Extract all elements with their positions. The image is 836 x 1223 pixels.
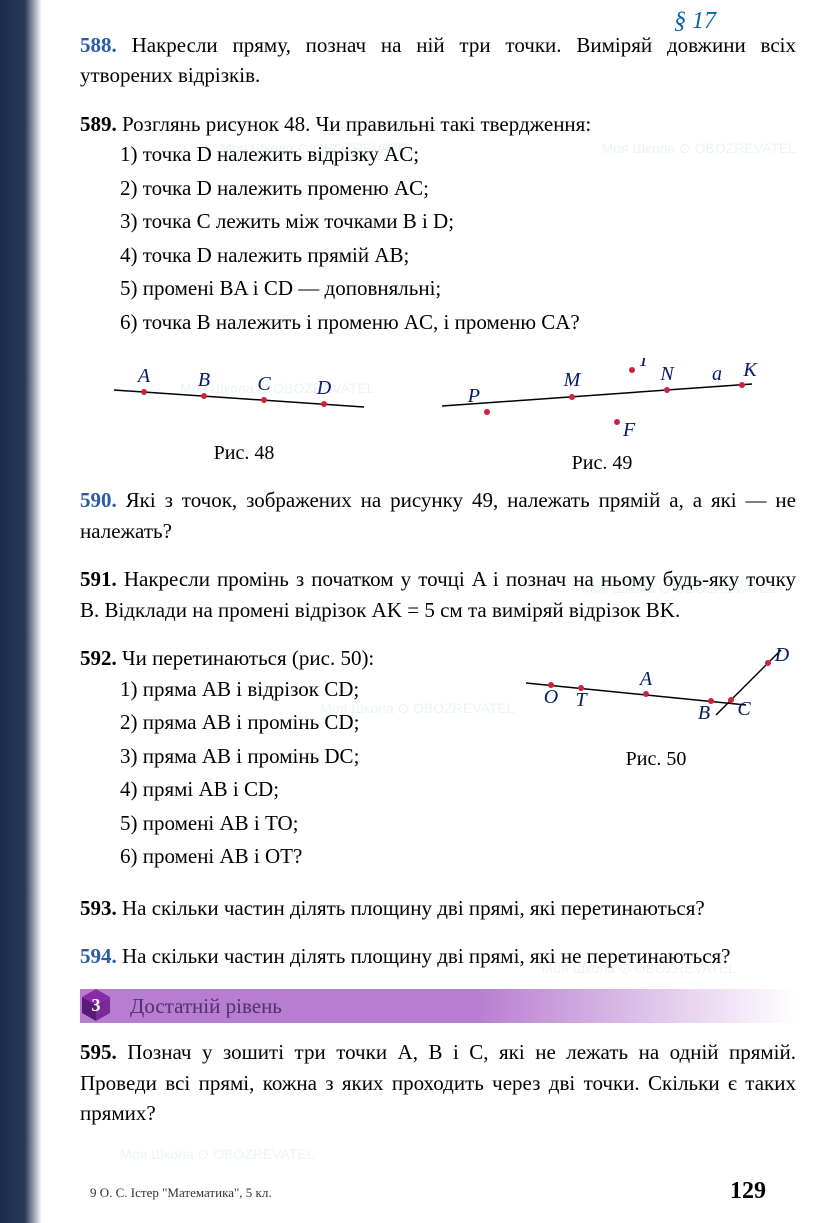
- problem-number: 589.: [80, 112, 117, 136]
- level-number: 3: [92, 995, 101, 1015]
- list-item: 1) точка D належить відрізку AC;: [120, 139, 796, 171]
- problem-number: 592.: [80, 646, 117, 670]
- problem-lead: Чи перетинаються (рис. 50):: [122, 646, 374, 670]
- svg-text:C: C: [737, 698, 751, 720]
- problem-592: O T A B C D Рис. 50 592. Чи перетинаютьс…: [80, 643, 796, 874]
- problem-text: Познач у зошиті три точки A, B і C, які …: [80, 1040, 796, 1125]
- page-content: § 17 588. Накресли пряму, познач на ній …: [0, 0, 836, 1167]
- figure-49-svg: a M N K P T F: [432, 358, 772, 438]
- figure-48-caption: Рис. 48: [104, 442, 384, 465]
- problem-number: 595.: [80, 1040, 117, 1064]
- figure-50: O T A B C D Рис. 50: [516, 643, 796, 773]
- problem-590: 590. Які з точок, зображених на рисунку …: [80, 485, 796, 546]
- svg-text:T: T: [638, 358, 651, 371]
- list-item: 5) промені AB і TO;: [120, 808, 796, 840]
- svg-text:F: F: [622, 419, 636, 438]
- problem-594: 594. На скільки частин ділять площину дв…: [80, 941, 796, 971]
- problem-text: Накресли промінь з початком у точці A і …: [80, 567, 796, 621]
- list-item: 2) точка D належить променю AC;: [120, 173, 796, 205]
- problem-lead: Розглянь рисунок 48. Чи правильні такі т…: [122, 112, 591, 136]
- svg-text:D: D: [774, 644, 790, 666]
- figure-50-svg: O T A B C D: [516, 643, 796, 728]
- problem-595: 595. Познач у зошиті три точки A, B і C,…: [80, 1037, 796, 1128]
- svg-text:C: C: [257, 373, 271, 395]
- list-item: 5) промені BA і CD — доповняльні;: [120, 273, 796, 305]
- level-bar: 3 Достатній рівень: [80, 989, 796, 1023]
- problem-number: 588.: [80, 33, 117, 57]
- section-marker: § 17: [674, 8, 716, 35]
- problem-589: 589. Розглянь рисунок 48. Чи правильні т…: [80, 109, 796, 338]
- page-number: 129: [730, 1178, 766, 1205]
- figures-row-48-49: A B C D Рис. 48 a M N K P T F: [80, 358, 796, 475]
- problem-593: 593. На скільки частин ділять площину дв…: [80, 893, 796, 923]
- svg-text:M: M: [563, 369, 582, 391]
- problem-text: Які з точок, зображених на рисунку 49, н…: [80, 488, 796, 542]
- problem-text: На скільки частин ділять площину дві пря…: [122, 896, 705, 920]
- list-item: 3) точка C лежить між точками B і D;: [120, 206, 796, 238]
- list-item: 4) прямі AB і CD;: [120, 774, 796, 806]
- problem-number: 594.: [80, 944, 117, 968]
- svg-text:N: N: [659, 363, 675, 385]
- problem-589-list: 1) точка D належить відрізку AC; 2) точк…: [120, 139, 796, 338]
- svg-text:T: T: [575, 689, 588, 711]
- figure-49-caption: Рис. 49: [432, 452, 772, 475]
- figure-50-caption: Рис. 50: [516, 745, 796, 774]
- problem-588: 588. Накресли пряму, познач на ній три т…: [80, 30, 796, 91]
- list-item: 6) промені AB і OT?: [120, 841, 796, 873]
- list-item: 4) точка D належить прямій AB;: [120, 240, 796, 272]
- problem-number: 593.: [80, 896, 117, 920]
- problem-591: 591. Накресли промінь з початком у точці…: [80, 564, 796, 625]
- footnote: 9 О. С. Істер "Математика", 5 кл.: [90, 1185, 272, 1201]
- svg-text:A: A: [136, 365, 151, 387]
- problem-number: 591.: [80, 567, 117, 591]
- problem-text: На скільки частин ділять площину дві пря…: [122, 944, 731, 968]
- svg-text:K: K: [742, 359, 758, 381]
- svg-text:A: A: [638, 668, 653, 690]
- svg-text:B: B: [698, 702, 710, 724]
- list-item: 6) точка B належить і променю AC, і пром…: [120, 307, 796, 339]
- figure-48: A B C D Рис. 48: [104, 358, 384, 475]
- problem-number: 590.: [80, 488, 117, 512]
- level-label: Достатній рівень: [130, 994, 282, 1019]
- svg-text:B: B: [198, 369, 210, 391]
- figure-49: a M N K P T F Рис. 49: [432, 358, 772, 475]
- svg-text:O: O: [544, 686, 558, 708]
- svg-text:a: a: [712, 363, 722, 385]
- svg-text:P: P: [467, 385, 480, 407]
- problem-text: Накресли пряму, познач на ній три точки.…: [80, 33, 796, 87]
- svg-text:D: D: [316, 377, 332, 399]
- figure-48-svg: A B C D: [104, 358, 384, 428]
- level-cube-icon: 3: [76, 983, 116, 1023]
